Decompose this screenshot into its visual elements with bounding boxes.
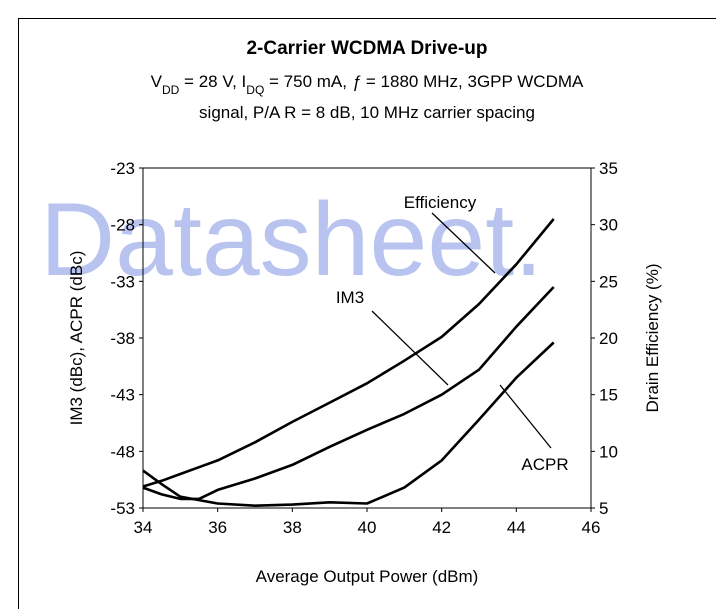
series-label: IM3 [336, 288, 364, 307]
chart-title: 2-Carrier WCDMA Drive-up [246, 38, 487, 59]
subtitle-part: = 750 mA, [264, 72, 351, 91]
y-tick-label: -48 [110, 442, 135, 461]
subtitle-part: DD [162, 83, 180, 97]
y-tick-label: -38 [110, 329, 135, 348]
y2-tick-label: 35 [599, 159, 618, 178]
subtitle-part: = 28 V, I [179, 72, 246, 91]
subtitle: VDD = 28 V, IDQ = 750 mA, ƒ = 1880 MHz, … [151, 72, 584, 97]
series-line [142, 341, 555, 507]
y2-tick-label: 10 [599, 442, 618, 461]
series-line [142, 218, 555, 488]
subtitle: signal, P/A R = 8 dB, 10 MHz carrier spa… [199, 103, 535, 122]
y-tick-label: -43 [110, 386, 135, 405]
x-axis-label: Average Output Power (dBm) [256, 567, 479, 586]
y-tick-label: -53 [110, 499, 135, 518]
series-line [142, 286, 555, 501]
subtitle-part: DQ [246, 83, 264, 97]
x-tick-label: 46 [582, 518, 601, 537]
y2-tick-label: 5 [599, 499, 608, 518]
y2-tick-label: 15 [599, 386, 618, 405]
y2-tick-label: 30 [599, 216, 618, 235]
subtitle-part: ƒ [352, 72, 361, 91]
y-axis-label: IM3 (dBc), ACPR (dBc) [67, 251, 86, 426]
subtitle-part: V [151, 72, 163, 91]
x-tick-label: 42 [432, 518, 451, 537]
x-tick-label: 34 [134, 518, 153, 537]
watermark: Datasheet. [40, 182, 543, 298]
x-tick-label: 36 [208, 518, 227, 537]
y2-tick-label: 25 [599, 272, 618, 291]
x-tick-label: 44 [507, 518, 526, 537]
leader-line [431, 212, 496, 274]
subtitle-part: = 1880 MHz, 3GPP WCDMA [361, 72, 584, 91]
series-label: ACPR [521, 455, 568, 474]
x-tick-label: 40 [358, 518, 377, 537]
y-tick-label: -23 [110, 159, 135, 178]
y2-tick-label: 20 [599, 329, 618, 348]
y-tick-label: -28 [110, 216, 135, 235]
frame [18, 18, 716, 609]
y2-axis-label: Drain Efficiency (%) [643, 264, 662, 413]
series-label: Efficiency [404, 193, 477, 212]
leader-line [371, 310, 449, 386]
x-tick-label: 38 [283, 518, 302, 537]
y-tick-label: -33 [110, 272, 135, 291]
leader-line [499, 384, 552, 449]
